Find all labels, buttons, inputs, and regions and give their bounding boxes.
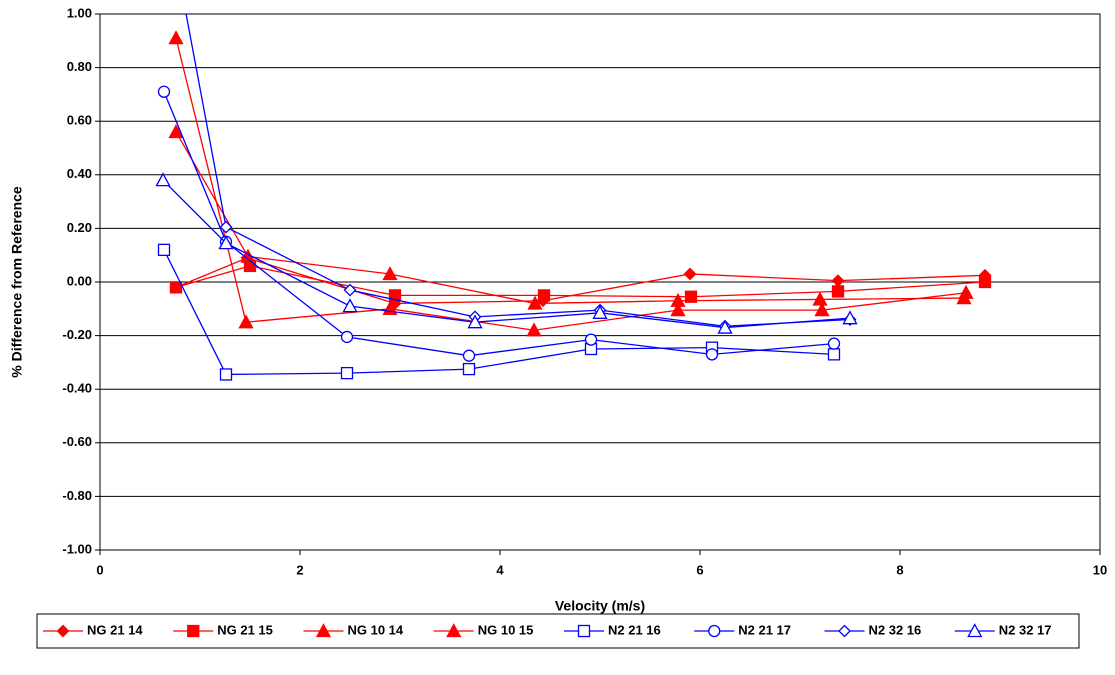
marker — [462, 362, 476, 376]
legend-box — [36, 613, 1080, 649]
marker — [537, 289, 551, 302]
x-axis-label: Velocity (m/s) — [555, 598, 645, 614]
marker — [388, 289, 402, 302]
marker — [340, 330, 354, 344]
legend-marker — [967, 623, 983, 638]
legend-marker — [577, 624, 591, 638]
marker — [827, 348, 841, 361]
marker — [238, 314, 254, 329]
marker — [592, 304, 608, 319]
legend-label: N2 21 16 — [608, 622, 661, 637]
marker — [956, 290, 972, 305]
marker — [978, 275, 992, 289]
legend-marker — [187, 624, 200, 638]
marker — [168, 124, 184, 139]
series-line — [185, 14, 851, 327]
y-tick-label: 0.60 — [67, 113, 92, 128]
legend-marker — [838, 624, 851, 638]
marker — [462, 349, 476, 362]
x-tick-label: 8 — [896, 562, 903, 577]
marker — [382, 266, 398, 281]
marker — [155, 172, 171, 187]
marker — [168, 30, 184, 45]
series-line — [162, 179, 851, 329]
y-tick-label: -0.40 — [62, 381, 92, 396]
y-tick-label: -0.80 — [62, 488, 92, 503]
y-tick-label: -0.20 — [62, 327, 92, 342]
y-tick-label: -1.00 — [62, 541, 92, 556]
y-tick-label: 1.00 — [67, 5, 92, 20]
x-tick-label: 10 — [1093, 562, 1107, 577]
legend-label: NG 10 15 — [478, 622, 534, 637]
legend-label: N2 32 17 — [999, 622, 1052, 637]
y-tick-label: -0.60 — [62, 434, 92, 449]
marker — [527, 295, 543, 310]
marker — [340, 366, 354, 380]
marker — [584, 333, 598, 346]
marker — [467, 314, 483, 329]
y-tick-label: 0.00 — [67, 273, 92, 288]
marker — [670, 292, 686, 307]
marker — [684, 290, 698, 303]
marker — [705, 348, 719, 361]
series-line — [175, 265, 986, 298]
marker — [831, 285, 845, 298]
marker — [842, 310, 858, 325]
legend-label: NG 21 15 — [217, 622, 273, 637]
x-tick-label: 2 — [296, 562, 303, 577]
marker — [526, 322, 542, 337]
y-axis-label: % Difference from Reference — [9, 186, 25, 378]
marker — [683, 267, 697, 281]
marker — [827, 337, 841, 350]
marker — [169, 281, 183, 294]
legend-label: N2 32 16 — [869, 622, 922, 637]
plot-marks — [155, 14, 992, 381]
marker — [342, 298, 358, 313]
marker — [831, 274, 845, 288]
legend-marker — [446, 623, 462, 638]
marker — [219, 220, 233, 234]
marker — [717, 319, 733, 334]
marker — [343, 283, 357, 297]
marker — [219, 368, 233, 381]
marker — [812, 291, 828, 306]
legend-label: N2 21 17 — [738, 622, 791, 637]
marker — [157, 243, 171, 256]
x-tick-label: 6 — [696, 562, 703, 577]
legend-label: NG 21 14 — [87, 622, 143, 637]
y-tick-label: 0.80 — [67, 59, 92, 74]
series-line — [175, 257, 986, 305]
y-tick-label: 0.20 — [67, 220, 92, 235]
marker — [218, 235, 234, 250]
x-tick-label: 4 — [496, 562, 504, 577]
legend-marker — [315, 623, 332, 638]
legend-marker — [56, 624, 70, 638]
y-tick-label: 0.40 — [67, 166, 92, 181]
legend-marker — [708, 624, 721, 638]
legend-label: NG 10 14 — [348, 622, 404, 637]
marker — [157, 85, 171, 98]
marker — [670, 302, 686, 317]
marker — [814, 302, 830, 317]
series-line — [175, 37, 967, 331]
x-tick-label: 0 — [96, 562, 103, 577]
